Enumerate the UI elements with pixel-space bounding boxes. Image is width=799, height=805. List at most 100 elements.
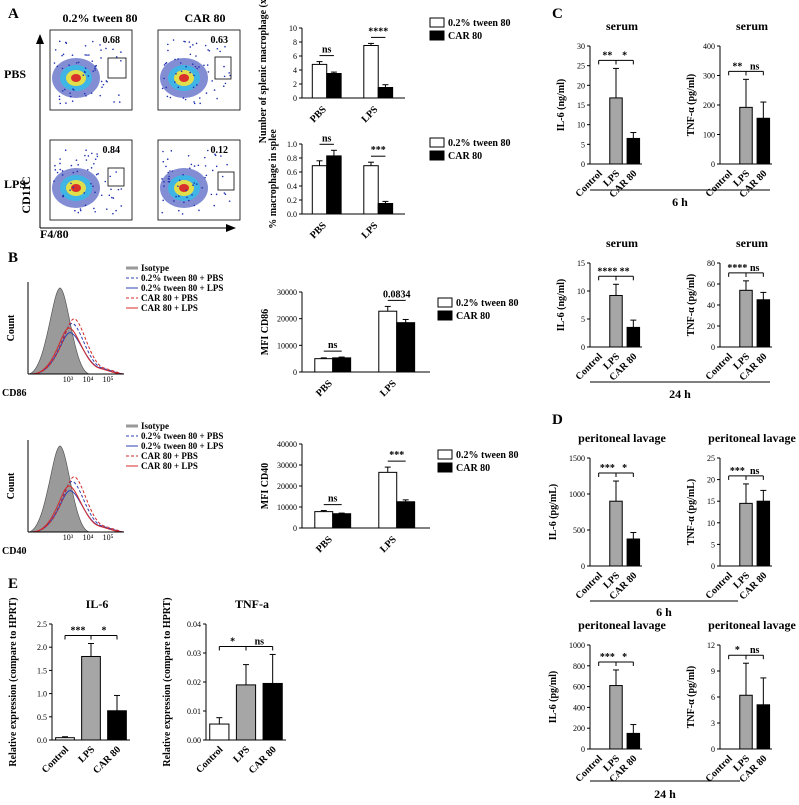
scatter-dot [161, 87, 164, 90]
chart-title: IL-6 [86, 597, 109, 611]
scatter-dot [162, 199, 164, 202]
bar [609, 500, 623, 567]
significance-label: * [622, 463, 627, 474]
scatter-dot [61, 174, 64, 176]
scatter-dot [90, 182, 92, 185]
scatter-dot [193, 74, 195, 77]
significance-label: *** [730, 466, 745, 477]
scatter-dot [191, 194, 193, 196]
chart-title: serum [606, 236, 638, 250]
histogram-legend-label: CAR 80 + PBS [141, 293, 198, 303]
y-tick-label: 0 [711, 343, 715, 352]
y-axis-label: TNF-α (pg/mL) [686, 479, 697, 545]
y-tick-label: 0.04 [187, 620, 201, 629]
y-tick-label: 0.4 [287, 182, 297, 191]
y-axis-label: IL-6 (ng/ml) [556, 279, 567, 332]
scatter-dot [172, 39, 175, 41]
x-category-label: CAR 80 [247, 744, 279, 776]
bar-chart-b2: 0 10000 20000 30000 40000 MFI CD40 PBS LPS ns ***… [260, 440, 519, 555]
bar [739, 694, 753, 750]
scatter-dot [94, 158, 97, 160]
scatter-dot [178, 209, 180, 212]
y-tick-label: 9 [711, 667, 715, 676]
scatter-dot [195, 183, 198, 185]
histogram-legend-label: 0.2% tween 80 + PBS [141, 431, 223, 441]
scatter-dot [71, 54, 74, 56]
flow-col-header-car: CAR 80 [185, 11, 226, 25]
significance-label: * [622, 652, 627, 663]
significance-label: ns [328, 494, 338, 505]
scatter-dot [69, 189, 71, 191]
scatter-dot [170, 150, 173, 152]
scatter-dot [162, 160, 165, 163]
histogram-tick: 10⁵ [103, 375, 114, 384]
scatter-dot [70, 164, 73, 167]
scatter-dot [100, 57, 102, 59]
scatter-dot [220, 155, 222, 157]
y-tick-label: 5 [581, 140, 585, 149]
y-tick-label: 6 [293, 52, 297, 61]
x-category-label: Control [194, 744, 225, 775]
scatter-dot [84, 204, 87, 207]
scatter-dot [182, 97, 185, 99]
y-axis-label: TNF-α (pg/ml) [686, 666, 697, 729]
scatter-dot [221, 175, 224, 178]
scatter-dot [54, 164, 56, 167]
y-axis-label: Relative expression (compare to HPRT) [162, 597, 173, 766]
bar [626, 538, 641, 567]
scatter-dot [100, 80, 103, 83]
legend-swatch [429, 17, 445, 28]
bar [377, 203, 394, 215]
scatter-dot [171, 170, 174, 172]
legend-label: 0.2% tween 80 [456, 298, 519, 309]
bar [377, 87, 394, 99]
scatter-dot [178, 179, 181, 182]
scatter-dot [178, 195, 180, 198]
scatter-dot [75, 62, 78, 64]
y-tick-label: 300 [703, 72, 715, 81]
bar [756, 299, 771, 348]
y-tick-label: 1.0 [287, 140, 297, 149]
scatter-dot [104, 180, 107, 183]
histogram-y-label: Count [6, 314, 17, 341]
scatter-dot [196, 84, 198, 86]
scatter-dot [213, 89, 216, 91]
scatter-dot [198, 66, 200, 68]
scatter-dot [205, 174, 208, 177]
significance-label: ** [620, 266, 630, 277]
scatter-dot [204, 165, 207, 167]
bar [756, 704, 771, 750]
scatter-dot [58, 98, 61, 101]
histogram-tick: 10³ [63, 375, 74, 384]
flow-x-axis-label: F4/80 [40, 227, 69, 241]
scatter-dot [72, 186, 75, 189]
scatter-dot [182, 173, 184, 176]
scatter-dot [120, 205, 123, 207]
y-tick-label: 80 [707, 259, 715, 268]
scatter-dot [195, 42, 198, 45]
scatter-dot [72, 88, 74, 90]
scatter-dot [85, 95, 87, 97]
scatter-dot [111, 196, 113, 199]
scatter-dot [69, 95, 72, 98]
scatter-dot [179, 62, 182, 64]
scatter-dot [211, 169, 214, 172]
scatter-dot [169, 170, 171, 172]
histogram-x-label: CD40 [2, 546, 26, 557]
y-axis-label: TNF-α (pg/ml) [686, 274, 697, 337]
scatter-dot [84, 54, 86, 56]
scatter-dot [83, 70, 86, 73]
flow-row-label-pbs: PBS [4, 67, 26, 81]
scatter-dot [112, 48, 114, 51]
scatter-dot [112, 197, 115, 199]
bar [311, 165, 328, 215]
histogram-legend-label: 0.2% tween 80 + PBS [141, 273, 223, 283]
histogram-legend-label: Isotype [141, 421, 169, 431]
scatter-dot [115, 56, 118, 58]
time-group-label: 6 h [672, 195, 688, 209]
scatter-dot [77, 61, 80, 64]
flow-col-header-tween: 0.2% tween 80 [63, 11, 138, 25]
scatter-dot [85, 149, 87, 152]
